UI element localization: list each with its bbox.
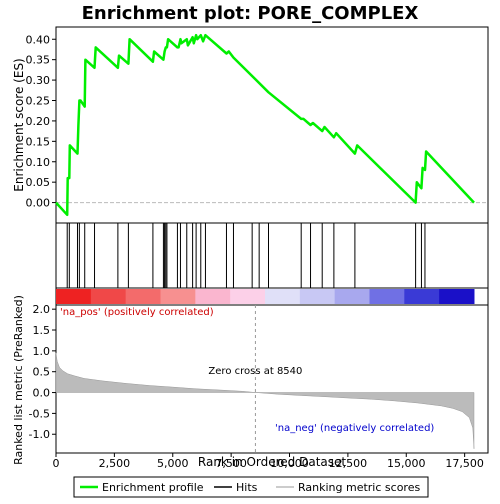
es-y-tick-label: 0.15 <box>26 135 51 148</box>
x-axis-label: Rank in Ordered Dataset <box>198 455 346 469</box>
legend-label-hits: Hits <box>236 481 258 494</box>
neg-correlated-label: 'na_neg' (negatively correlated) <box>275 423 434 434</box>
legend-label-enrichment: Enrichment profile <box>102 481 204 494</box>
hits-panel-frame <box>56 223 488 288</box>
chart-title: Enrichment plot: PORE_COMPLEX <box>82 3 419 24</box>
es-y-tick-label: 0.20 <box>26 115 51 128</box>
es-y-tick-label: 0.00 <box>26 197 51 210</box>
rank-y-axis-label: Ranked list metric (PreRanked) <box>12 295 25 465</box>
rank-y-tick-label: -1.0 <box>29 428 50 441</box>
x-tick-label: 2,500 <box>99 457 131 470</box>
heatmap-cell <box>126 289 161 304</box>
enrichment-profile-line <box>56 35 474 215</box>
heatmap-cell <box>230 289 265 304</box>
es-y-tick-label: 0.25 <box>26 95 51 108</box>
rank-y-tick-label: 0.5 <box>33 366 51 379</box>
es-y-tick-label: 0.10 <box>26 156 51 169</box>
rank-y-ticks: -1.0 -0.5 0.0 0.5 1.0 1.5 2.0 <box>29 303 56 441</box>
heatmap-cell <box>404 289 439 304</box>
rank-heatmap-bar <box>56 288 488 305</box>
rank-y-tick-label: 2.0 <box>33 303 51 316</box>
heatmap-cell <box>56 289 91 304</box>
ranking-metric-panel: -1.0-0.50.00.51.01.52.0 0 2,500 5,000 7,500… <box>12 295 488 470</box>
rank-y-tick-label: 1.5 <box>33 324 51 337</box>
x-tick-label: 17,500 <box>445 457 484 470</box>
heatmap-cell <box>439 289 474 304</box>
x-tick-label: 0 <box>53 457 60 470</box>
chart-legend: Enrichment profile Hits Ranking metric s… <box>74 477 428 497</box>
es-y-ticks: 0.00 0.05 0.10 0.15 0.20 0.25 0.30 0.35 0.40 <box>26 33 57 209</box>
hit-lines-group <box>67 223 425 288</box>
heatmap-cell <box>335 289 370 304</box>
pos-correlated-label: 'na_pos' (positively correlated) <box>60 307 214 318</box>
es-y-tick-label: 0.40 <box>26 33 51 46</box>
rank-y-tick-label: 0.0 <box>33 387 51 400</box>
heatmap-cell <box>369 289 404 304</box>
es-y-axis-label: Enrichment score (ES) <box>12 58 26 191</box>
es-y-tick-label: 0.35 <box>26 54 51 67</box>
rank-y-tick-label: 1.0 <box>33 345 51 358</box>
heatmap-cell <box>300 289 335 304</box>
es-y-tick-label: 0.30 <box>26 74 51 87</box>
es-y-tick-label: 0.05 <box>26 176 51 189</box>
heatmap-cell <box>265 289 300 304</box>
x-tick-label: 15,000 <box>387 457 426 470</box>
hits-panel <box>56 223 488 288</box>
zero-cross-label: Zero cross at 8540 <box>208 366 302 377</box>
es-curve-group <box>56 35 474 215</box>
heatmap-cell <box>160 289 195 304</box>
legend-label-ranking: Ranking metric scores <box>298 481 420 494</box>
rank-y-tick-label: -0.5 <box>29 407 50 420</box>
enrichment-score-panel: 0.00 0.05 0.10 0.15 0.20 0.25 0.30 0.35 0.40 Enr… <box>12 27 488 223</box>
heatmap-cell <box>91 289 126 304</box>
heatmap-cells <box>56 289 474 304</box>
heatmap-cell <box>195 289 230 304</box>
x-tick-label: 5,000 <box>157 457 189 470</box>
